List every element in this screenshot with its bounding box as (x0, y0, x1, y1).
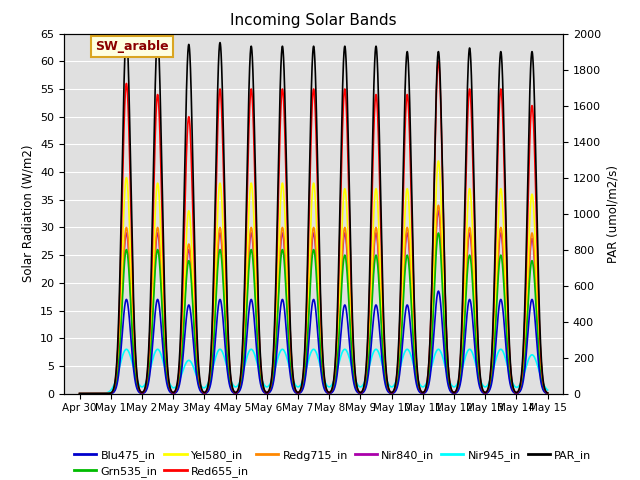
Text: SW_arable: SW_arable (95, 40, 169, 53)
Legend: Blu475_in, Grn535_in, Yel580_in, Red655_in, Redg715_in, Nir840_in, Nir945_in, PA: Blu475_in, Grn535_in, Yel580_in, Red655_… (70, 445, 596, 480)
Y-axis label: Solar Radiation (W/m2): Solar Radiation (W/m2) (22, 145, 35, 282)
Title: Incoming Solar Bands: Incoming Solar Bands (230, 13, 397, 28)
Y-axis label: PAR (umol/m2/s): PAR (umol/m2/s) (607, 165, 620, 263)
